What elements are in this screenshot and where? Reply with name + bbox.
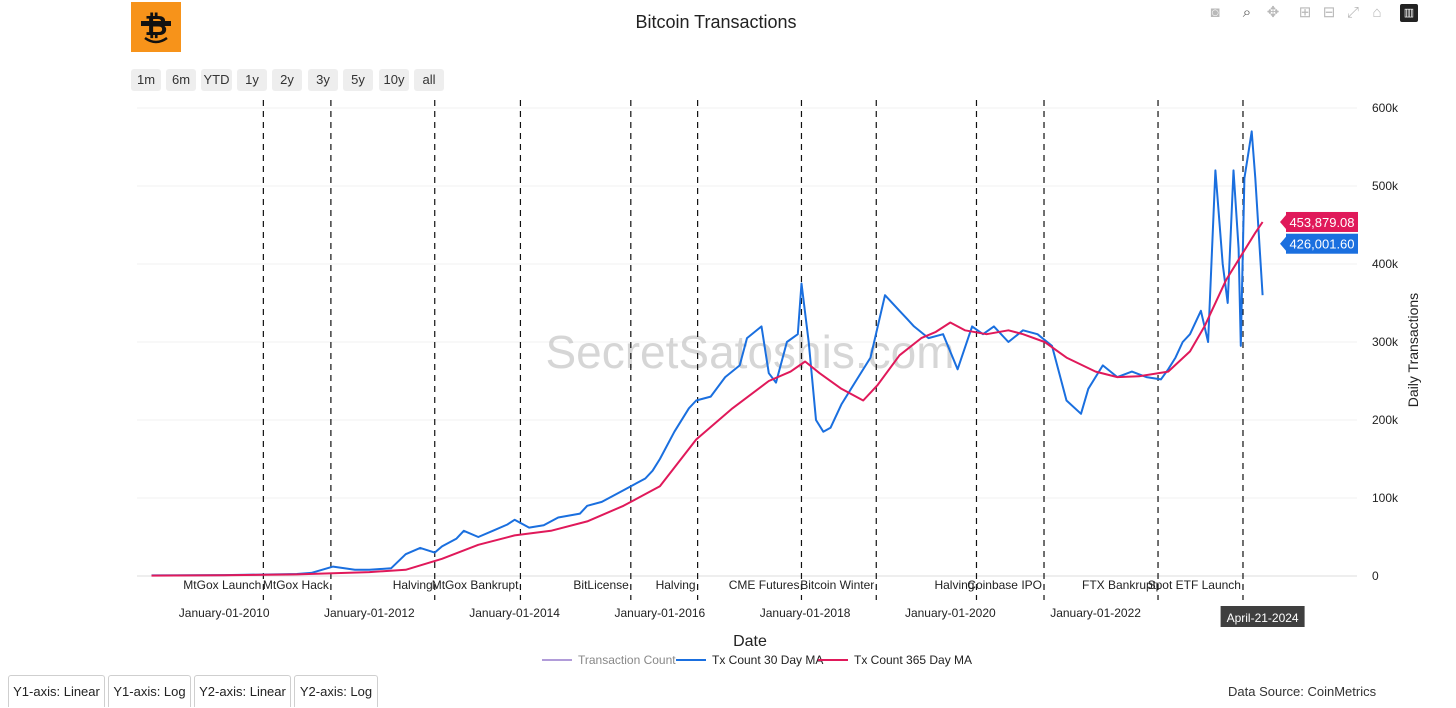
autoscale-icon[interactable]: ⤢: [1346, 4, 1359, 21]
series-lines: [151, 130, 1264, 577]
event-label: Halving: [393, 578, 433, 592]
x-tick-label: January-01-2012: [324, 606, 415, 620]
chart-area: SecretSatoshis.com MtGox Launch MtGox Hac…: [137, 100, 1421, 667]
range-button-1m[interactable]: 1m: [131, 69, 161, 91]
event-label: MtGox Bankrupt: [432, 578, 519, 592]
pan-icon[interactable]: ✥: [1266, 4, 1280, 21]
range-button-6m[interactable]: 6m: [166, 69, 196, 91]
watermark: SecretSatoshis.com: [545, 326, 954, 378]
y-tick-label: 0: [1372, 569, 1379, 583]
legend: Transaction Count Tx Count 30 Day MA Tx …: [542, 653, 972, 667]
y-axis-title: Daily Transactions: [1405, 293, 1421, 407]
range-button-1y[interactable]: 1y: [237, 69, 267, 91]
y-tick-label: 200k: [1372, 413, 1399, 427]
event-label: Halving: [934, 578, 974, 592]
gridlines: [137, 107, 1357, 577]
y1-linear-button[interactable]: Y1-axis: Linear: [8, 675, 105, 707]
chart-title: Bitcoin Transactions: [635, 12, 797, 32]
value-label-pointer: [1280, 214, 1286, 229]
x-hover-label: April-21-2024: [1227, 611, 1299, 625]
plotly-logo-icon[interactable]: ▥: [1400, 4, 1418, 22]
y-tick-label: 300k: [1372, 335, 1399, 349]
event-label: CME Futures: [729, 578, 800, 592]
legend-label: Transaction Count: [578, 653, 676, 667]
value-label-box: [1286, 233, 1358, 254]
bitcoin-logo-icon: ₿: [141, 10, 171, 44]
y-tick-label: 600k: [1372, 101, 1399, 115]
event-label: MtGox Launch: [183, 578, 261, 592]
value-label-box: [1286, 211, 1358, 232]
y-axis-ticks: 0 100k 200k 300k 400k 500k 600k: [1372, 101, 1399, 583]
y-tick-label: 500k: [1372, 179, 1399, 193]
x-axis-title: Date: [733, 633, 767, 650]
y-tick-label: 100k: [1372, 491, 1399, 505]
event-label: Halving: [656, 578, 696, 592]
x-tick-label: January-01-2014: [469, 606, 560, 620]
legend-label: Tx Count 365 Day MA: [854, 653, 972, 667]
series-line: [151, 130, 1264, 577]
value-labels: 453,879.08 426,001.60: [1280, 211, 1358, 254]
zoom-in-icon[interactable]: ⊞: [1298, 4, 1312, 21]
x-tick-label: January-01-2010: [179, 606, 270, 620]
value-label: 426,001.60: [1289, 237, 1354, 252]
value-label-pointer: [1280, 236, 1286, 251]
event-label: Coinbase IPO: [967, 578, 1042, 592]
camera-icon[interactable]: ◙: [1210, 4, 1220, 21]
y1-log-button[interactable]: Y1-axis: Log: [108, 675, 191, 707]
x-hover-label-box: [1220, 606, 1305, 627]
range-button-all[interactable]: all: [414, 69, 444, 91]
zoom-icon[interactable]: ⌕: [1242, 4, 1252, 21]
x-tick-label: January-01-2022: [1050, 606, 1141, 620]
event-label: MtGox Hack: [263, 578, 330, 592]
event-label: BitLicense: [573, 578, 629, 592]
x-tick-label: January-01-2016: [614, 606, 705, 620]
event-label: Bitcoin Winter: [800, 578, 874, 592]
series-line: [151, 221, 1264, 577]
value-label: 453,879.08: [1289, 215, 1354, 230]
logo: ₿: [131, 2, 181, 52]
x-axis-ticks: January-01-2010 January-01-2012 January-01…: [179, 606, 1305, 627]
event-label: Spot ETF Launch: [1148, 578, 1241, 592]
zoom-out-icon[interactable]: ⊟: [1322, 4, 1336, 21]
range-button-5y[interactable]: 5y: [343, 69, 373, 91]
legend-item-30-day-ma[interactable]: Tx Count 30 Day MA: [676, 653, 823, 667]
x-tick-label: January-01-2020: [905, 606, 996, 620]
range-button-ytd[interactable]: YTD: [201, 69, 232, 91]
y-tick-label: 400k: [1372, 257, 1399, 271]
y2-linear-button[interactable]: Y2-axis: Linear: [194, 675, 291, 707]
y2-log-button[interactable]: Y2-axis: Log: [294, 675, 378, 707]
modebar: ◙ ⌕ ✥ ⊞ ⊟ ⤢ ⌂ ▥: [1200, 4, 1425, 24]
legend-label: Tx Count 30 Day MA: [712, 653, 823, 667]
range-button-2y[interactable]: 2y: [272, 69, 302, 91]
legend-item-transaction-count[interactable]: Transaction Count: [542, 653, 676, 667]
range-button-3y[interactable]: 3y: [308, 69, 338, 91]
x-tick-label: January-01-2018: [760, 606, 851, 620]
event-label: FTX Bankrupt: [1082, 578, 1157, 592]
data-source: Data Source: CoinMetrics: [1228, 684, 1377, 699]
home-icon[interactable]: ⌂: [1372, 4, 1382, 21]
legend-item-365-day-ma[interactable]: Tx Count 365 Day MA: [818, 653, 972, 667]
range-button-10y[interactable]: 10y: [379, 69, 409, 91]
